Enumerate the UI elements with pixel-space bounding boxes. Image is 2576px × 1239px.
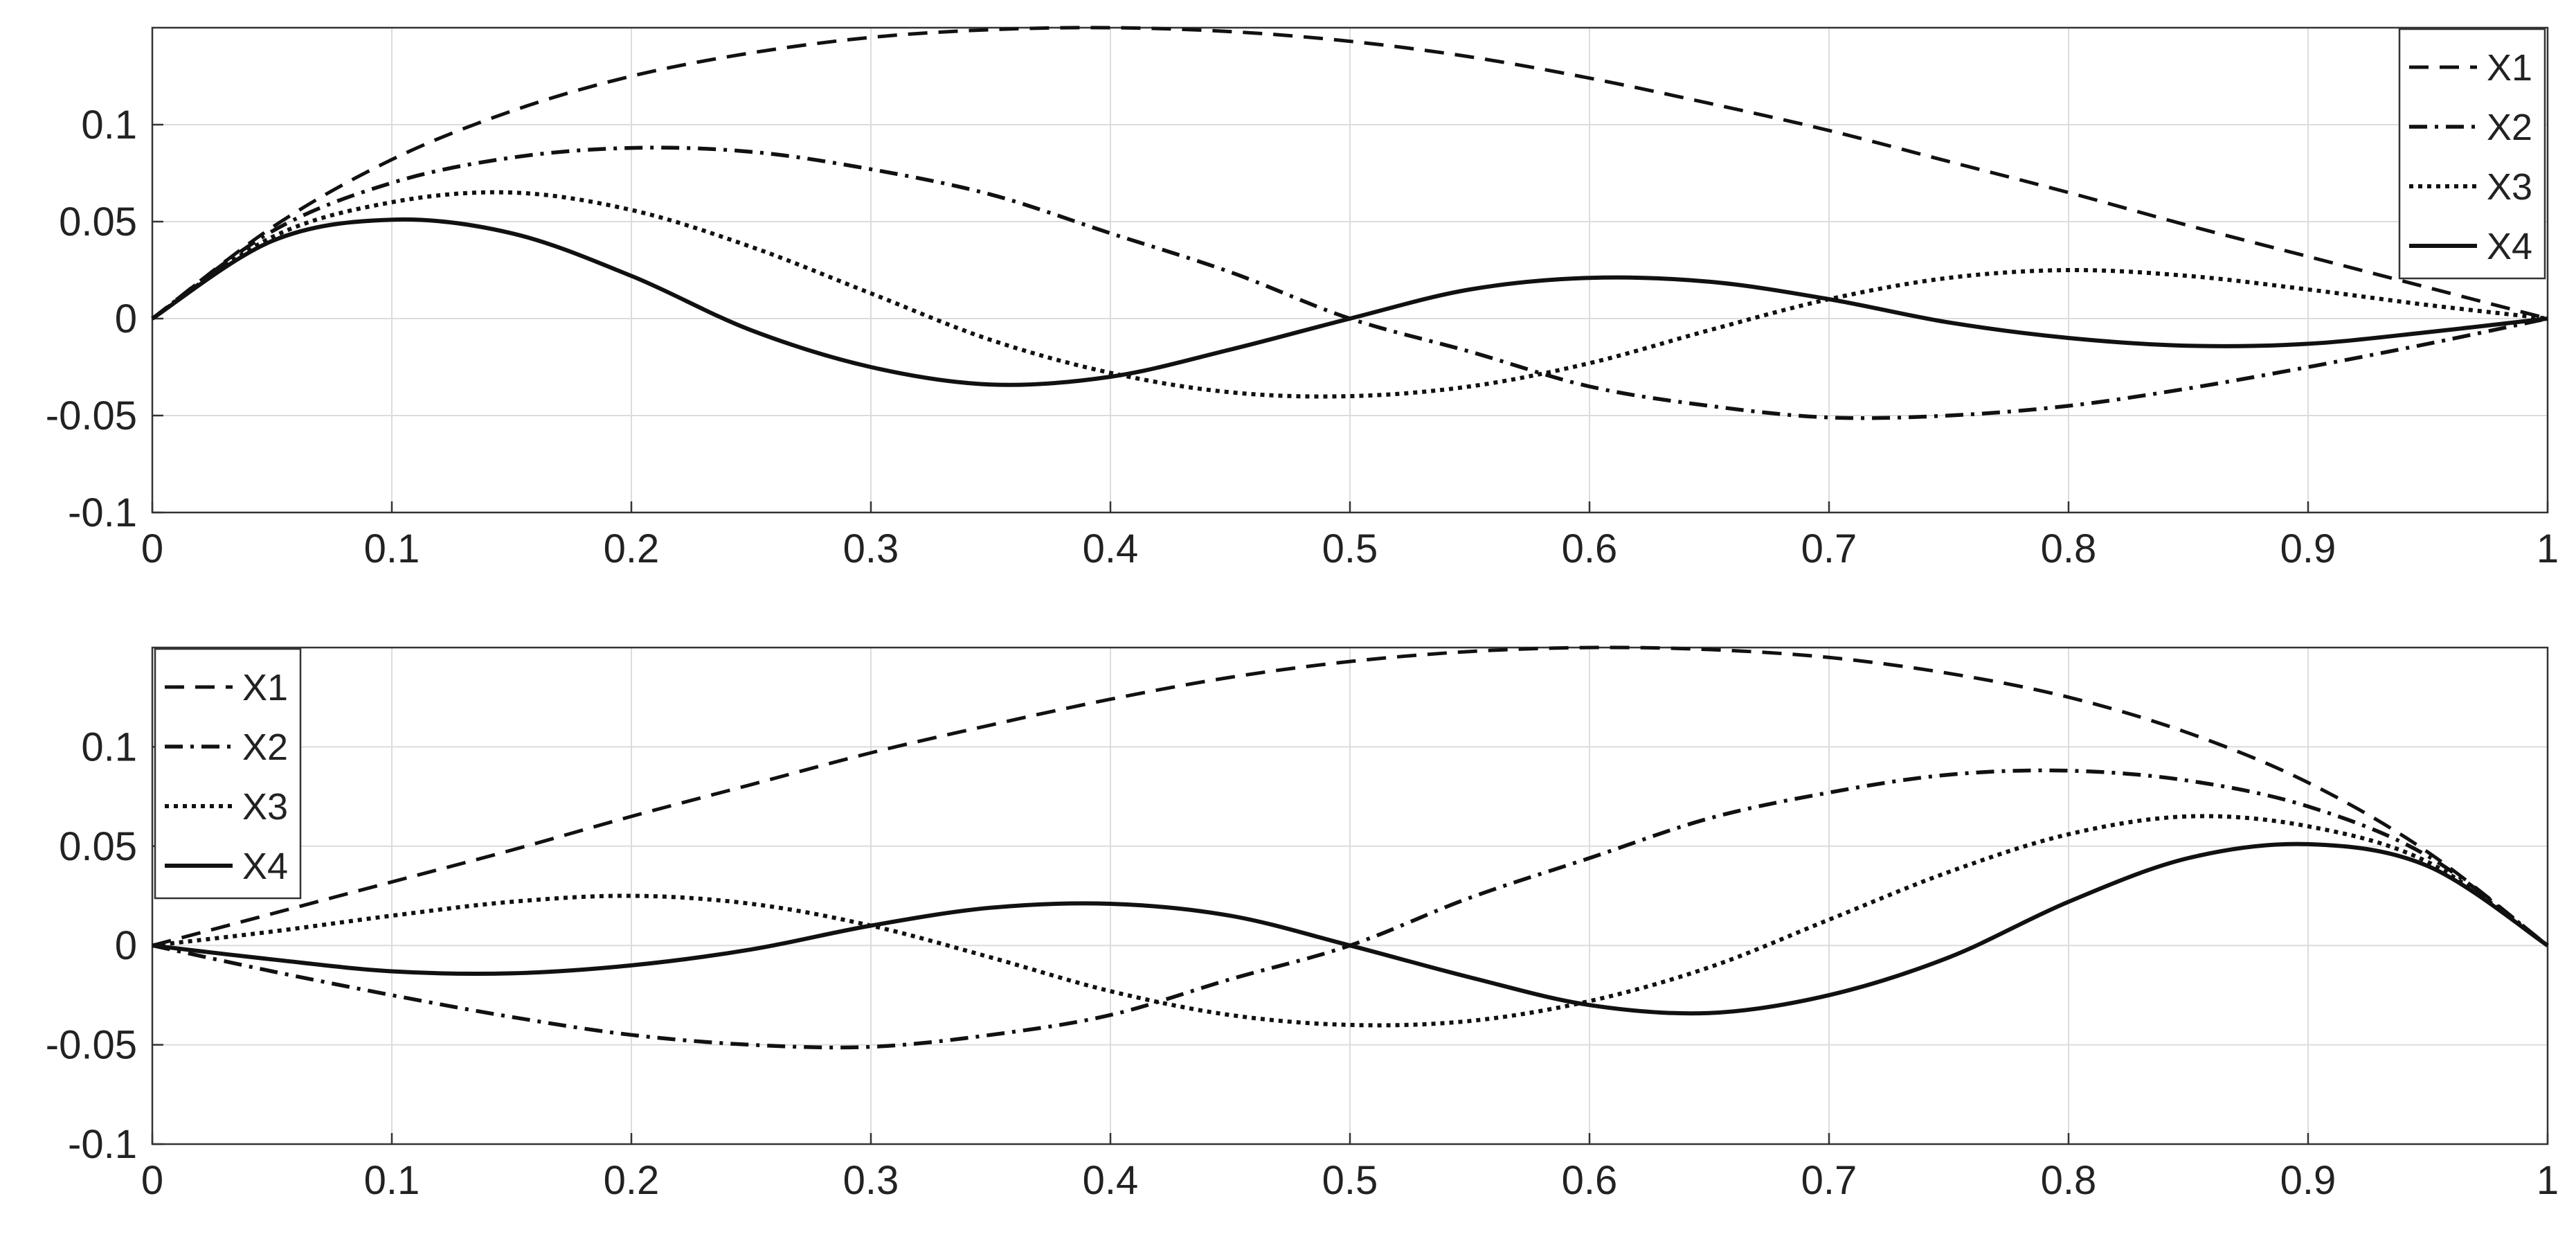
series-line-x1 [152, 645, 2549, 947]
x-tick-label: 0.5 [1322, 1158, 1378, 1203]
x-tick-label: 0.4 [1083, 1158, 1139, 1203]
x-tick-label: 0.6 [1562, 1158, 1618, 1203]
x-tick-label: 1 [2537, 1158, 2559, 1203]
y-tick-label: -0.05 [46, 393, 137, 438]
y-tick-label: 0 [115, 923, 137, 968]
x-tick-label: 0.8 [2041, 1158, 2097, 1203]
series-line-x4 [151, 217, 2548, 387]
x-tick-label: 0.3 [843, 526, 899, 571]
legend-label-x2: X2 [242, 727, 288, 768]
legend-label-x4: X4 [2487, 226, 2532, 267]
y-tick-label: 0.05 [59, 824, 137, 869]
legend: X1 X2 X3 X4 [2398, 28, 2546, 280]
legend-label-x2: X2 [2487, 107, 2532, 148]
chart-bottom: 0 0.1 0.2 0.3 0.4 0.5 0.6 0.7 0.8 0.9 10.10.050-0.… [46, 645, 2559, 1203]
legend-label-x4: X4 [242, 846, 288, 887]
y-tick-label: -0.05 [46, 1023, 137, 1068]
series-line-x3 [152, 814, 2549, 1028]
x-tick-label: 0.8 [2041, 526, 2097, 571]
x-tick-label: 0.4 [1083, 526, 1139, 571]
y-tick-label: 0.1 [81, 102, 137, 148]
chart-top: 0 0.1 0.2 0.3 0.4 0.5 0.6 0.7 0.8 0.9 10.10.050-0.… [46, 26, 2559, 571]
y-tick-label: 0.1 [81, 724, 137, 769]
y-tick-label: 0 [115, 296, 137, 341]
x-tick-label: 0 [141, 526, 163, 571]
legend-label-x3: X3 [2487, 166, 2532, 208]
x-tick-label: 0.1 [364, 526, 420, 571]
legend-box [154, 648, 302, 900]
legend-label-x3: X3 [242, 786, 288, 828]
legend: X1 X2 X3 X4 [154, 648, 302, 900]
y-tick-label: -0.1 [68, 490, 137, 535]
x-tick-label: 0.3 [843, 1158, 899, 1203]
x-tick-label: 1 [2537, 526, 2559, 571]
x-tick-label: 0.2 [604, 526, 660, 571]
x-tick-label: 0.7 [1801, 526, 1857, 571]
x-tick-label: 0.9 [2280, 526, 2336, 571]
x-tick-label: 0.1 [364, 1158, 420, 1203]
x-tick-label: 0.2 [604, 1158, 660, 1203]
x-tick-label: 0.9 [2280, 1158, 2336, 1203]
x-tick-label: 0.7 [1801, 1158, 1857, 1203]
legend-label-x1: X1 [2487, 47, 2532, 89]
legend-label-x1: X1 [242, 667, 288, 708]
x-tick-label: 0.5 [1322, 526, 1378, 571]
x-tick-label: 0 [141, 1158, 163, 1203]
x-tick-label: 0.6 [1562, 526, 1618, 571]
series-line-x4 [152, 841, 2549, 1016]
y-tick-label: 0.05 [59, 199, 137, 244]
series-line-x3 [151, 190, 2548, 399]
legend-box [2398, 28, 2546, 280]
series-line-x1 [151, 26, 2548, 321]
y-tick-label: -0.1 [68, 1122, 137, 1167]
